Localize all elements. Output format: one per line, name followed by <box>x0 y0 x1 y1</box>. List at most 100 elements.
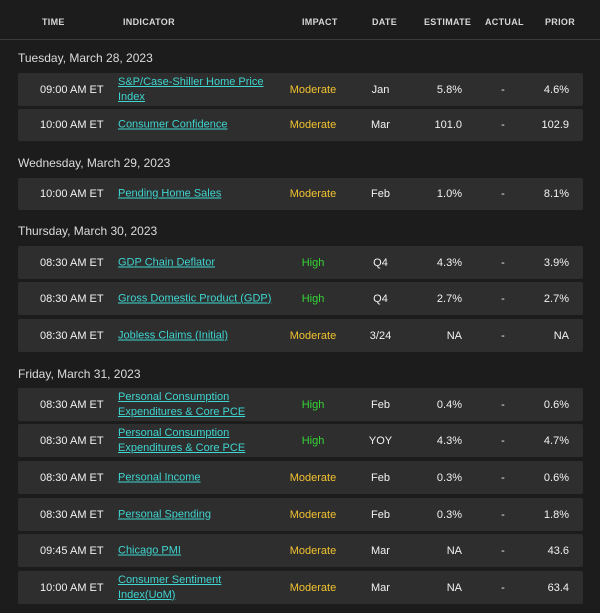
header-impact: IMPACT <box>302 17 338 27</box>
actual-cell: - <box>501 434 505 447</box>
estimate-cell: NA <box>446 329 462 342</box>
table-row: 08:30 AM ET Personal Consumption Expendit… <box>18 424 583 457</box>
header-actual: ACTUAL <box>485 17 524 27</box>
prior-cell: 8.1% <box>543 188 569 200</box>
table-row: 10:00 AM ET Consumer Confidence Moderate Ma… <box>18 109 583 141</box>
prior-cell: 4.7% <box>543 434 569 447</box>
header-date: DATE <box>372 17 398 27</box>
impact-cell: Moderate <box>289 119 337 131</box>
prior-cell: 43.6 <box>547 544 569 557</box>
impact-cell: High <box>301 256 325 269</box>
impact-cell: Moderate <box>289 329 337 342</box>
actual-cell: - <box>501 119 505 131</box>
estimate-cell: NA <box>446 544 462 557</box>
date-cell: Feb <box>371 188 390 200</box>
header-estimate: ESTIMATE <box>424 17 472 27</box>
indicator-link[interactable]: Personal Income <box>118 471 201 483</box>
header-prior: PRIOR <box>545 17 576 27</box>
date-cell: Q4 <box>373 256 388 269</box>
estimate-cell: 101.0 <box>434 119 462 131</box>
table-row: 09:45 AM ET Chicago PMI Moderate Mar NA - 43.6 <box>18 534 583 567</box>
date-cell: 3/24 <box>369 329 392 342</box>
estimate-cell: 5.8% <box>436 83 462 96</box>
header-indicator: INDICATOR <box>123 17 175 27</box>
actual-cell: - <box>501 188 505 200</box>
table-row: 08:30 AM ET GDP Chain Deflator High Q4 4.3% -… <box>18 246 583 279</box>
date-cell: YOY <box>368 434 393 447</box>
table-header: TIME INDICATOR IMPACT DATE ESTIMATE ACTU… <box>0 0 600 40</box>
header-time: TIME <box>42 17 65 27</box>
indicator-link[interactable]: Chicago PMI <box>118 544 181 556</box>
impact-cell: Moderate <box>289 581 337 594</box>
time-cell: 08:30 AM ET <box>40 292 104 305</box>
impact-cell: Moderate <box>289 508 337 521</box>
actual-cell: - <box>501 508 505 521</box>
time-cell: 09:00 AM ET <box>40 83 104 96</box>
estimate-cell: 2.7% <box>436 292 462 305</box>
estimate-cell: 0.3% <box>436 508 462 521</box>
impact-cell: High <box>301 398 325 411</box>
time-cell: 08:30 AM ET <box>40 471 104 484</box>
prior-cell: 2.7% <box>543 292 569 305</box>
time-cell: 10:00 AM ET <box>40 581 104 594</box>
actual-cell: - <box>501 471 505 484</box>
time-cell: 08:30 AM ET <box>40 256 104 269</box>
date-cell: Feb <box>371 398 390 411</box>
time-cell: 08:30 AM ET <box>40 508 104 521</box>
estimate-cell: NA <box>446 581 462 594</box>
date-cell: Mar <box>371 581 390 594</box>
prior-cell: 4.6% <box>543 83 569 96</box>
prior-cell: 102.9 <box>541 119 569 131</box>
impact-cell: Moderate <box>289 83 337 96</box>
actual-cell: - <box>501 329 505 342</box>
prior-cell: 3.9% <box>543 256 569 269</box>
actual-cell: - <box>501 256 505 269</box>
prior-cell: 0.6% <box>543 398 569 411</box>
section-date-heading: Friday, March 31, 2023 <box>18 367 141 381</box>
prior-cell: NA <box>553 329 569 342</box>
indicator-link[interactable]: Personal Spending <box>118 508 211 520</box>
table-row: 10:00 AM ET Consumer Sentiment Index(UoM)… <box>18 571 583 604</box>
indicator-link[interactable]: S&P/Case-Shiller Home Price Index <box>118 75 264 103</box>
table-row: 08:30 AM ET Personal Income Moderate Feb 0.3… <box>18 461 583 494</box>
estimate-cell: 1.0% <box>436 188 462 200</box>
actual-cell: - <box>501 292 505 305</box>
indicator-link[interactable]: Pending Home Sales <box>118 187 222 200</box>
section-date-heading: Thursday, March 30, 2023 <box>18 224 158 238</box>
date-cell: Jan <box>371 83 390 96</box>
actual-cell: - <box>501 581 505 594</box>
date-cell: Q4 <box>373 292 388 305</box>
indicator-link[interactable]: Personal Consumption Expenditures & Core… <box>118 426 246 454</box>
table-row: 08:30 AM ET Personal Consumption Expendit… <box>18 388 583 421</box>
indicator-link[interactable]: Consumer Sentiment Index(UoM) <box>118 573 222 601</box>
date-cell: Mar <box>371 544 390 557</box>
indicator-link[interactable]: Personal Consumption Expenditures & Core… <box>118 390 246 418</box>
actual-cell: - <box>501 83 505 96</box>
table-row: 10:00 AM ET Pending Home Sales Moderate Feb… <box>18 178 583 210</box>
table-row: 08:30 AM ET Jobless Claims (Initial) Moder… <box>18 319 583 352</box>
impact-cell: High <box>301 434 325 447</box>
date-cell: Mar <box>371 119 390 131</box>
estimate-cell: 4.3% <box>436 434 462 447</box>
impact-cell: Moderate <box>289 544 337 557</box>
date-cell: Feb <box>371 508 390 521</box>
actual-cell: - <box>501 544 505 557</box>
prior-cell: 1.8% <box>543 508 569 521</box>
estimate-cell: 0.3% <box>436 471 462 484</box>
impact-cell: Moderate <box>289 188 337 200</box>
section-date-heading: Tuesday, March 28, 2023 <box>18 51 153 65</box>
date-cell: Feb <box>371 471 390 484</box>
time-cell: 08:30 AM ET <box>40 329 104 342</box>
section-date-heading: Wednesday, March 29, 2023 <box>18 156 171 170</box>
indicator-link[interactable]: Gross Domestic Product (GDP) <box>118 292 272 304</box>
table-row: 09:00 AM ET S&P/Case-Shiller Home Price I… <box>18 73 583 106</box>
impact-cell: Moderate <box>289 471 337 484</box>
indicator-link[interactable]: GDP Chain Deflator <box>118 256 216 268</box>
impact-cell: High <box>301 292 325 305</box>
actual-cell: - <box>501 398 505 411</box>
indicator-link[interactable]: Jobless Claims (Initial) <box>118 329 229 341</box>
estimate-cell: 4.3% <box>436 256 462 269</box>
time-cell: 08:30 AM ET <box>40 398 104 411</box>
indicator-link[interactable]: Consumer Confidence <box>118 118 228 131</box>
estimate-cell: 0.4% <box>436 398 462 411</box>
